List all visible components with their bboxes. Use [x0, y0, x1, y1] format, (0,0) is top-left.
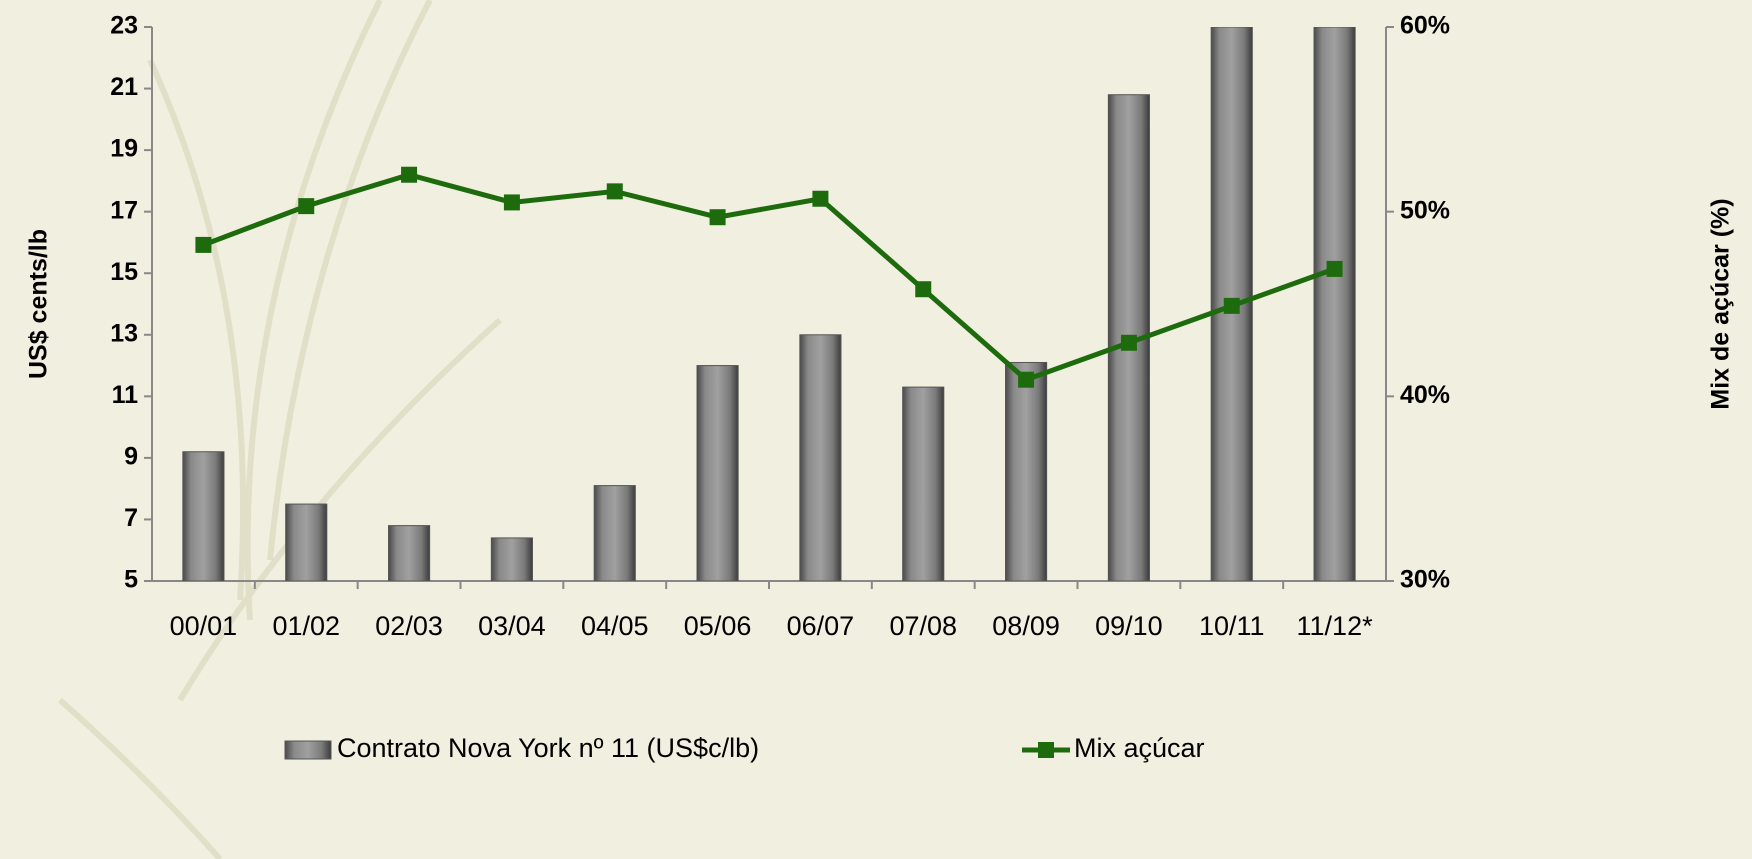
marker: [195, 237, 211, 253]
y-tick-label: 5: [124, 566, 138, 594]
bar: [1314, 27, 1355, 581]
y2-axis-title: Mix de açúcar (%): [1707, 198, 1735, 409]
y2-tick-label: 30%: [1400, 566, 1450, 594]
chart: US$ cents/lb Mix de açúcar (%) 5 7 9 11 13 15…: [0, 0, 1752, 859]
x-tick-label: 02/03: [375, 611, 443, 641]
marker: [401, 167, 417, 183]
y2-tick-label: 40%: [1400, 381, 1450, 409]
y-tick-label: 11: [112, 381, 139, 409]
marker: [812, 191, 828, 207]
x-tick-label: 07/08: [889, 611, 957, 641]
y-axis-title: US$ cents/lb: [25, 229, 53, 379]
y-tick-label: 13: [110, 319, 138, 347]
bar: [491, 538, 532, 581]
y-tick-label: 23: [110, 12, 138, 40]
legend-label: Mix açúcar: [1074, 733, 1205, 763]
marker: [710, 209, 726, 225]
bar: [286, 504, 327, 581]
y2-tick-label: 50%: [1400, 196, 1450, 224]
x-tick-label: 06/07: [787, 611, 855, 641]
bar: [389, 526, 430, 581]
y-tick-label: 7: [124, 504, 138, 532]
marker: [607, 183, 623, 199]
x-tick-label: 10/11: [1199, 611, 1265, 641]
bar: [697, 366, 738, 581]
marker: [298, 198, 314, 214]
legend-label: Contrato Nova York nº 11 (US$c/lb): [337, 733, 759, 763]
bar: [594, 486, 635, 581]
y-tick-label: 21: [110, 73, 138, 101]
x-tick-label: 08/09: [992, 611, 1060, 641]
x-tick-label: 00/01: [170, 611, 238, 641]
y-tick-label: 19: [110, 135, 138, 163]
marker: [1018, 372, 1034, 388]
x-tick-label: 09/10: [1095, 611, 1163, 641]
marker: [504, 194, 520, 210]
x-tick-label: 01/02: [272, 611, 340, 641]
x-tick-label: 05/06: [684, 611, 752, 641]
marker: [1121, 335, 1137, 351]
legend-swatch: [285, 741, 331, 759]
y-tick-label: 15: [110, 258, 138, 286]
marker: [1327, 261, 1343, 277]
x-tick-label: 04/05: [581, 611, 649, 641]
bar: [1006, 362, 1047, 581]
y2-tick-label: 60%: [1400, 12, 1450, 40]
marker: [1224, 298, 1240, 314]
y-tick-label: 9: [124, 442, 138, 470]
x-tick-label: 03/04: [478, 611, 546, 641]
y-tick-label: 17: [110, 196, 138, 224]
marker: [915, 281, 931, 297]
legend-swatch: [1038, 742, 1054, 758]
x-tick-label: 11/12*: [1297, 611, 1374, 641]
bar: [800, 335, 841, 581]
bar: [183, 452, 224, 581]
bar: [903, 387, 944, 581]
background: [0, 0, 1752, 859]
